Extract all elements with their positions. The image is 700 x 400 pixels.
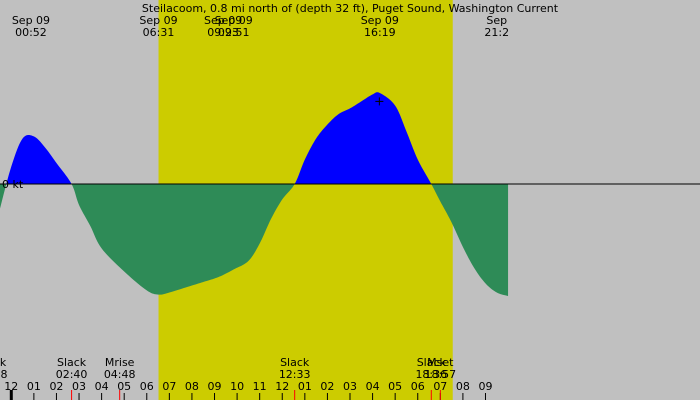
top-label-time-4: 16:19 <box>364 26 396 39</box>
hour-label-22: 09 <box>478 380 492 393</box>
top-label-date-4: Sep 09 <box>361 14 399 27</box>
event-time-2: 04:48 <box>104 368 136 381</box>
ebb-area <box>0 184 509 296</box>
hour-label-15: 02 <box>320 380 334 393</box>
hour-label-10: 09 <box>208 380 222 393</box>
hour-label-19: 06 <box>411 380 425 393</box>
event-label-4: Slack <box>417 356 447 369</box>
hour-label-12: 11 <box>253 380 267 393</box>
top-label-time-3: 09:51 <box>218 26 250 39</box>
hour-label-5: 04 <box>95 380 109 393</box>
event-label-2: Mrise <box>105 356 135 369</box>
bottom-event-labels: Slack23:08Slack02:40Mrise04:48Slack12:33… <box>0 356 456 381</box>
hour-label-8: 07 <box>162 380 176 393</box>
hour-label-20: 07 <box>433 380 447 393</box>
top-label-date-5: Sep <box>486 14 507 27</box>
hour-label-21: 08 <box>456 380 470 393</box>
hour-label-4: 03 <box>72 380 86 393</box>
top-label-date-3: Sep 09 <box>215 14 253 27</box>
hour-label-14: 01 <box>298 380 312 393</box>
hour-label-13: 12 <box>275 380 289 393</box>
chart-title: Steilacoom, 0.8 mi north of (depth 32 ft… <box>142 2 559 15</box>
hour-label-9: 08 <box>185 380 199 393</box>
hour-label-16: 03 <box>343 380 357 393</box>
hour-label-17: 04 <box>366 380 380 393</box>
flood-area <box>0 92 509 184</box>
zero-kt-label: 0 kt <box>2 178 24 191</box>
hour-label-3: 02 <box>49 380 63 393</box>
top-label-date-0: Sep 09 <box>12 14 50 27</box>
hour-label-7: 06 <box>140 380 154 393</box>
event-time-0: 23:08 <box>0 368 7 381</box>
event-time-4: 18:36 <box>415 368 447 381</box>
event-time-5: 18:57 <box>424 368 456 381</box>
event-label-1: Slack <box>57 356 87 369</box>
hour-axis: 1112010203040506070809101112010203040506… <box>4 380 492 400</box>
event-label-3: Slack <box>280 356 310 369</box>
top-label-time-1: 06:31 <box>143 26 175 39</box>
hour-label-2: 01 <box>27 380 41 393</box>
event-time-1: 02:40 <box>56 368 88 381</box>
hour-label-11: 10 <box>230 380 244 393</box>
hour-label-18: 05 <box>388 380 402 393</box>
top-label-time-2: 09:23 <box>207 26 239 39</box>
hour-label-6: 05 <box>117 380 131 393</box>
event-time-3: 12:33 <box>279 368 311 381</box>
top-label-time-0: 00:52 <box>15 26 47 39</box>
top-label-date-1: Sep 09 <box>139 14 177 27</box>
event-label-5: Mset <box>427 356 454 369</box>
top-label-date-2: Sep 09 <box>204 14 242 27</box>
moon-marker <box>375 97 384 106</box>
current-areas <box>0 92 509 296</box>
event-label-0: Slack <box>0 356 7 369</box>
hour-label-1: 12 <box>4 380 18 393</box>
top-label-time-5: 21:2 <box>484 26 509 39</box>
